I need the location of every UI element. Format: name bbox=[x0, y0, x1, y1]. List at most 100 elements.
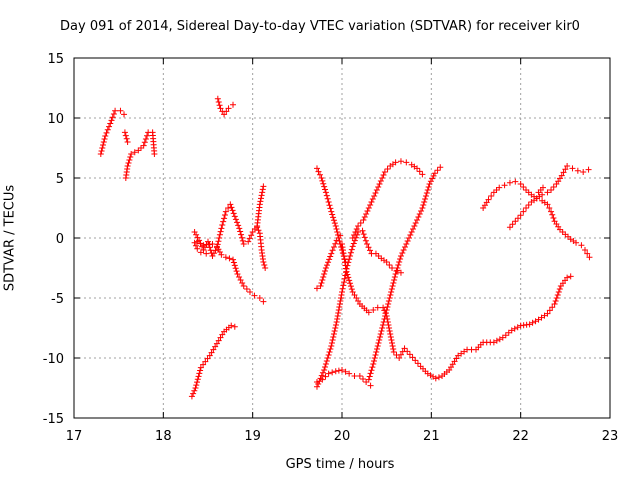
data-point bbox=[195, 373, 202, 380]
data-point bbox=[347, 253, 354, 259]
data-point bbox=[370, 361, 377, 367]
data-point bbox=[327, 346, 334, 352]
series-arc-6 bbox=[191, 183, 267, 259]
data-point bbox=[416, 211, 423, 217]
data-point bbox=[419, 205, 426, 211]
data-point bbox=[368, 367, 375, 374]
data-point bbox=[128, 151, 135, 157]
data-point bbox=[383, 307, 390, 313]
data-point bbox=[352, 229, 359, 235]
data-point bbox=[191, 229, 198, 235]
data-point bbox=[112, 107, 119, 114]
data-point bbox=[248, 232, 255, 239]
data-point bbox=[125, 160, 132, 166]
data-point bbox=[108, 117, 115, 124]
data-point bbox=[318, 372, 325, 379]
data-point bbox=[351, 232, 358, 238]
data-point bbox=[216, 235, 223, 241]
data-point bbox=[231, 213, 238, 220]
data-point bbox=[400, 247, 407, 253]
data-point bbox=[414, 360, 421, 367]
data-point bbox=[331, 328, 338, 334]
series-arc-14 bbox=[313, 227, 404, 390]
series-arc-5 bbox=[188, 322, 238, 400]
data-point bbox=[379, 175, 386, 181]
data-point bbox=[246, 235, 253, 242]
data-point bbox=[326, 256, 333, 263]
data-point bbox=[388, 286, 395, 292]
data-point bbox=[384, 166, 391, 172]
data-point bbox=[123, 135, 130, 142]
data-point bbox=[335, 367, 342, 374]
data-point bbox=[348, 286, 355, 293]
data-point bbox=[197, 249, 204, 256]
data-point bbox=[196, 370, 203, 377]
data-point bbox=[408, 229, 415, 235]
data-point bbox=[342, 272, 349, 279]
data-point bbox=[409, 354, 416, 361]
data-point bbox=[356, 373, 363, 379]
data-point bbox=[322, 364, 329, 370]
data-point bbox=[335, 310, 342, 316]
data-point bbox=[585, 166, 592, 173]
data-point bbox=[213, 243, 220, 250]
x-tick-label: 21 bbox=[423, 429, 440, 444]
data-point bbox=[315, 168, 322, 175]
data-point bbox=[101, 136, 108, 142]
data-point bbox=[401, 244, 408, 250]
data-point bbox=[205, 238, 211, 245]
data-point bbox=[554, 292, 561, 298]
y-tick-label: 10 bbox=[47, 112, 64, 127]
data-point bbox=[334, 229, 341, 235]
data-point bbox=[216, 102, 223, 109]
data-point bbox=[246, 289, 253, 295]
data-point bbox=[389, 343, 396, 349]
data-point bbox=[221, 211, 228, 218]
data-point bbox=[193, 382, 200, 389]
data-point bbox=[336, 301, 343, 307]
data-point bbox=[324, 195, 331, 202]
data-point bbox=[325, 370, 332, 377]
data-point bbox=[387, 334, 394, 340]
data-point bbox=[336, 238, 343, 244]
x-axis-label: GPS time / hours bbox=[285, 457, 395, 472]
data-point bbox=[319, 177, 326, 184]
x-tick-label: 19 bbox=[244, 429, 261, 444]
data-point bbox=[388, 289, 395, 295]
data-point bbox=[194, 238, 201, 245]
data-point bbox=[427, 178, 434, 185]
data-point bbox=[239, 280, 246, 286]
data-point bbox=[251, 292, 258, 299]
data-point bbox=[236, 225, 243, 232]
data-point bbox=[586, 254, 593, 261]
data-point bbox=[334, 316, 341, 322]
data-point bbox=[377, 178, 384, 184]
data-point bbox=[231, 323, 238, 330]
data-point bbox=[385, 322, 392, 328]
data-point bbox=[382, 310, 389, 316]
data-point bbox=[337, 298, 344, 304]
data-point bbox=[323, 358, 330, 364]
data-point bbox=[234, 219, 241, 226]
data-point bbox=[214, 95, 221, 102]
data-point bbox=[397, 158, 404, 165]
data-point bbox=[225, 105, 232, 112]
data-point bbox=[240, 283, 247, 289]
data-point bbox=[389, 265, 396, 271]
data-point bbox=[99, 145, 106, 151]
data-point bbox=[390, 346, 397, 352]
data-point bbox=[399, 250, 406, 256]
data-point bbox=[567, 273, 574, 280]
data-point bbox=[347, 283, 354, 290]
data-point bbox=[192, 242, 199, 249]
data-point bbox=[321, 271, 328, 277]
data-point bbox=[322, 268, 329, 274]
data-point bbox=[335, 235, 342, 241]
data-point bbox=[560, 169, 567, 176]
data-point bbox=[260, 298, 267, 305]
data-point bbox=[262, 265, 269, 271]
data-point bbox=[212, 247, 219, 254]
data-point bbox=[437, 164, 444, 171]
data-point bbox=[564, 274, 571, 281]
data-point bbox=[328, 250, 335, 257]
